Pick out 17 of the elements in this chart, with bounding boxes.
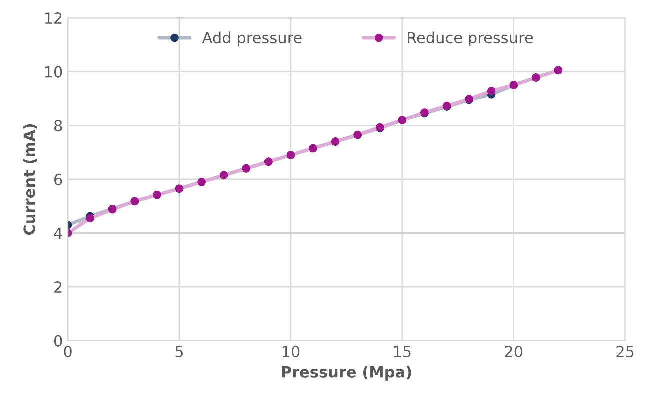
- x-tick-label: 10: [282, 346, 300, 358]
- y-tick-label: 10: [45, 66, 62, 78]
- x-axis-title: Pressure (Mpa): [282, 366, 412, 381]
- y-tick-label: 4: [54, 228, 62, 240]
- x-tick-label: 15: [394, 346, 411, 358]
- x-tick-label: 20: [505, 346, 523, 358]
- y-tick-label: 12: [45, 12, 62, 24]
- x-tick-label: 25: [616, 346, 634, 358]
- x-tick-label: 0: [64, 346, 72, 358]
- y-tick-label: 8: [54, 120, 62, 132]
- legend-label: Add pressure: [202, 32, 302, 47]
- y-tick-label: 6: [54, 174, 62, 186]
- legend-label: Reduce pressure: [408, 32, 534, 47]
- y-tick-label: 2: [54, 282, 62, 293]
- y-tick-label: 0: [54, 335, 62, 347]
- x-tick-label: 5: [176, 346, 184, 358]
- y-axis-title: Current (mA): [23, 124, 38, 236]
